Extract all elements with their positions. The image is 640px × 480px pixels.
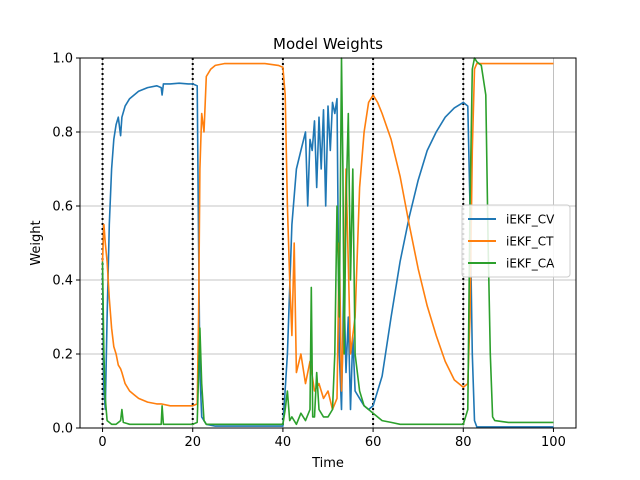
- y-tick-label-5: 1.0: [52, 52, 73, 67]
- y-tick-label-1: 0.2: [52, 348, 73, 363]
- x-axis-label: Time: [311, 456, 344, 471]
- series-group: [101, 57, 554, 428]
- y-axis: 0.0 0.2 0.4 0.6 0.8 1.0: [52, 52, 80, 437]
- y-tick-label-2: 0.4: [52, 274, 73, 289]
- y-axis-label: Weight: [29, 220, 44, 265]
- legend-box: [461, 204, 571, 278]
- series-line-iEKF_CT: [101, 62, 554, 411]
- y-tick-label-3: 0.6: [52, 200, 73, 215]
- x-tick-label-5: 100: [541, 435, 566, 450]
- x-tick-label-1: 20: [184, 435, 201, 450]
- x-tick-label-0: 0: [98, 435, 106, 450]
- plot-frame: [79, 57, 577, 429]
- x-axis: 0 20 40 60 80 100: [98, 428, 566, 450]
- x-tick-label-2: 40: [275, 435, 292, 450]
- y-tick-label-4: 0.8: [52, 126, 73, 141]
- y-tick-label-0: 0.0: [52, 422, 73, 437]
- chart-title: Model Weights: [273, 35, 383, 53]
- legend-label-iEKF_CT: iEKF_CT: [506, 235, 554, 249]
- legend-label-iEKF_CV: iEKF_CV: [506, 213, 555, 227]
- series-line-iEKF_CV: [101, 82, 554, 428]
- series-line-iEKF_CA: [101, 57, 554, 426]
- legend: iEKF_CV iEKF_CT iEKF_CA: [461, 204, 571, 278]
- legend-label-iEKF_CA: iEKF_CA: [506, 257, 555, 271]
- x-tick-label-4: 80: [455, 435, 472, 450]
- x-tick-label-3: 60: [365, 435, 382, 450]
